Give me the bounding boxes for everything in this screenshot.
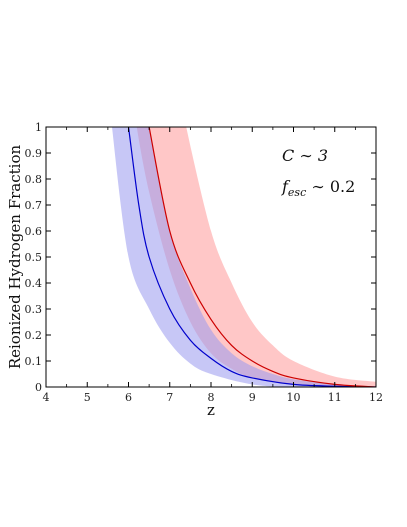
x-tick-label: 12: [369, 391, 383, 404]
y-tick-label: 0.8: [25, 173, 43, 186]
y-tick-label: 0.7: [25, 199, 43, 212]
y-tick-label: 0.3: [25, 303, 43, 316]
x-tick-label: 9: [249, 391, 256, 404]
x-tick-label: 6: [125, 391, 132, 404]
x-tick-label: 8: [208, 391, 215, 404]
y-tick-label: 0.4: [25, 277, 43, 290]
series-lines: [127, 127, 376, 387]
annotation-esc: esc: [288, 186, 306, 199]
y-tick-label: 0.2: [25, 329, 43, 342]
y-tick-label: 0.9: [25, 147, 43, 160]
confidence-bands: [112, 127, 376, 387]
y-axis-title: Reionized Hydrogen Fraction: [6, 145, 24, 370]
x-tick-label: 11: [328, 391, 342, 404]
x-tick-label: 7: [166, 391, 173, 404]
y-tick-label: 0.5: [25, 251, 43, 264]
x-tick-label: 5: [84, 391, 91, 404]
series-line-1: [148, 127, 376, 387]
annotation-c: C ∼ 3: [282, 146, 328, 165]
x-axis-title: z: [207, 401, 215, 419]
annotation-fesc: fesc ∼ 0.2: [281, 177, 355, 199]
series-band-0: [112, 127, 376, 387]
y-tick-label: 0.1: [25, 355, 43, 368]
y-tick-label: 0.6: [25, 225, 43, 238]
y-tick-label: 0: [35, 381, 42, 394]
x-tick-label: 4: [43, 391, 50, 404]
x-tick-label: 10: [287, 391, 301, 404]
series-line-0: [127, 127, 376, 387]
y-tick-label: 1: [35, 121, 42, 134]
annotation-value: ∼ 0.2: [306, 177, 355, 196]
y-axis: 0 0.1 0.2 0.3 0.4 0.5 0.6 0.7 0.8 0.9 1: [25, 121, 376, 394]
annotation-f: f: [281, 177, 291, 196]
x-axis: 4 5 6 7 8 9 10 11 12: [43, 127, 383, 404]
